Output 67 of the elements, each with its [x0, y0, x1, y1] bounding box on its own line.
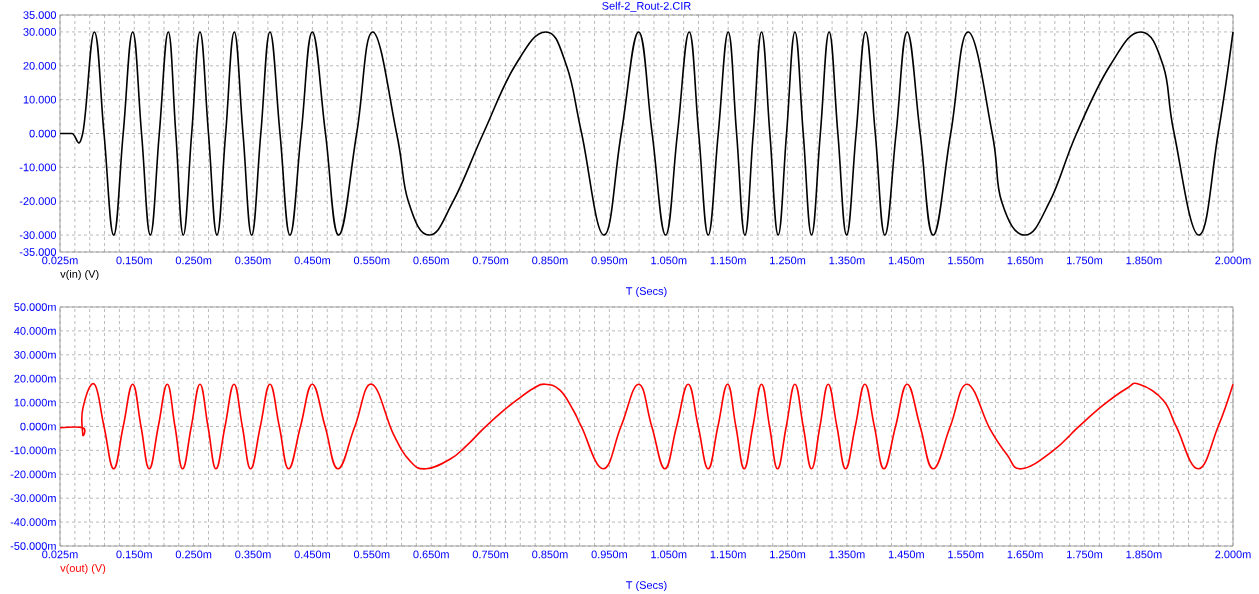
y-tick-label: -20.000 [19, 197, 57, 206]
x-tick-label: 1.850m [1126, 256, 1162, 265]
y-tick-label: -35.000 [19, 248, 57, 256]
y-tick-label: -10.000m [10, 446, 56, 455]
y-tick-label: 40.000m [14, 327, 56, 335]
x-tick-label: 1.150m [710, 550, 746, 559]
y-tick-label: -50.000m [10, 542, 56, 550]
x-tick-label: 0.250m [175, 256, 212, 265]
x-tick-label: 0.850m [532, 256, 568, 265]
x-tick-label: 1.450m [888, 550, 924, 559]
y-tick-label: -20.000m [10, 470, 56, 479]
x-axis-title: T (Secs) [626, 286, 667, 298]
x-tick-label: 0.550m [353, 256, 390, 265]
text: v(out) (V) [60, 563, 106, 575]
y-tick-label: 30.000m [14, 350, 56, 359]
x-tick-label: 1.050m [651, 550, 687, 559]
y-tick-label: 35.000 [23, 11, 57, 19]
y-tick-label: 10.000m [14, 398, 56, 407]
y-tick-label: 20.000m [14, 374, 56, 383]
x-tick-label: 0.350m [235, 256, 271, 265]
y-tick-label: -30.000 [19, 231, 57, 239]
x-tick-label: 2.000m [1215, 256, 1251, 265]
y-tick-label: 30.000 [23, 28, 57, 36]
x-tick-label: 1.250m [770, 550, 806, 559]
x-tick-label: 1.750m [1067, 550, 1103, 559]
text: v(in) (V) [60, 269, 99, 281]
x-tick-label: 2.000m [1215, 550, 1251, 559]
x-tick-label: 0.850m [532, 550, 568, 559]
x-tick-label: 0.650m [413, 256, 449, 265]
x-tick-label: 1.350m [829, 550, 865, 559]
x-tick-label: 0.750m [472, 256, 509, 265]
x-tick-label: 0.950m [591, 550, 627, 559]
x-tick-label: 0.350m [235, 550, 271, 559]
x-tick-label: 1.650m [1007, 550, 1043, 559]
x-tick-label: 1.550m [948, 550, 984, 559]
x-tick-label: 1.450m [888, 256, 924, 265]
x-tick-label: 0.550m [353, 550, 390, 559]
x-tick-label: 0.950m [591, 256, 627, 265]
x-tick-label: 1.650m [1007, 256, 1043, 265]
x-tick-label: 0.025m [42, 550, 78, 559]
y-tick-label: 10.000 [23, 95, 57, 104]
x-tick-label: 0.250m [175, 550, 212, 559]
x-tick-label: 1.050m [651, 256, 687, 265]
x-tick-label: 0.750m [472, 550, 509, 559]
x-tick-label: 0.025m [42, 256, 78, 265]
x-tick-label: 0.150m [116, 550, 152, 559]
x-tick-label: 1.250m [770, 256, 806, 265]
x-tick-label: 0.450m [294, 256, 330, 265]
line-series [59, 31, 1234, 236]
y-tick-label: 50.000m [14, 303, 56, 311]
x-tick-label: 1.150m [710, 256, 746, 265]
x-tick-label: 0.450m [294, 550, 330, 559]
y-tick-label: 0.000 [29, 129, 57, 138]
x-tick-label: 0.150m [116, 256, 152, 265]
y-tick-label: -10.000 [19, 163, 57, 172]
x-tick-label: 1.350m [829, 256, 865, 265]
x-tick-label: 1.550m [948, 256, 984, 265]
y-tick-label: -30.000m [10, 494, 56, 503]
x-axis-title: T (Secs) [626, 580, 667, 592]
chart-title: Self-2_Rout-2.CIR [602, 1, 691, 12]
y-tick-label: 0.000m [20, 422, 56, 431]
line-series [59, 383, 1234, 470]
y-tick-label: 20.000 [23, 61, 57, 70]
x-tick-label: 1.750m [1067, 256, 1103, 265]
x-tick-label: 1.850m [1126, 550, 1162, 559]
x-tick-label: 0.650m [413, 550, 449, 559]
y-tick-label: -40.000m [10, 518, 56, 526]
